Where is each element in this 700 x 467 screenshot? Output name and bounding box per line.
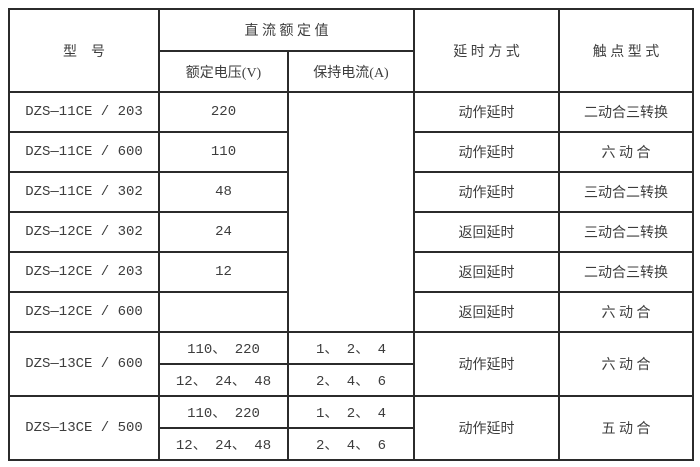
current-cell: 1、 2、 4 (287, 331, 415, 365)
header-row-2: 额定电压(V) 保持电流(A) (9, 50, 693, 93)
current-cell: 1、 2、 4 (287, 395, 415, 429)
contact-cell: 六 动 合 (558, 331, 694, 397)
header-contact-cell: 触 点 型 式 (558, 8, 694, 93)
contact-cell: 六 动 合 (558, 291, 694, 333)
contact-cell: 五 动 合 (558, 395, 694, 461)
table-row: DZS—12CE / 302 24 返回延时 三动合二转换 (8, 211, 694, 253)
table-row: DZS—13CE / 500 110、 220 1、 2、 4 动作延时 五 动… (8, 395, 694, 461)
voltage-cell: 48 (158, 171, 289, 213)
table-row: DZS—11CE / 302 48 动作延时 三动合二转换 (8, 171, 694, 213)
contact-cell: 二动合三转换 (558, 251, 694, 293)
delay-cell: 动作延时 (413, 91, 560, 133)
delay-cell: 返回延时 (413, 251, 560, 293)
voltage-cell: 110、 220 (158, 331, 289, 365)
header-dc-rated-cell: 直 流 额 定 值 (158, 8, 415, 52)
delay-cell: 返回延时 (413, 291, 560, 333)
current-cell: 2、 4、 6 (287, 363, 415, 397)
model-cell: DZS—11CE / 600 (8, 131, 160, 173)
delay-cell: 动作延时 (413, 395, 560, 461)
table-row: DZS—12CE / 203 12 返回延时 二动合三转换 (8, 251, 694, 293)
header-current-cell: 保持电流(A) (287, 50, 415, 93)
table-subrow: 12、 24、 48 2、 4、 6 (9, 363, 693, 397)
delay-cell: 动作延时 (413, 331, 560, 397)
header-voltage-cell: 额定电压(V) (158, 50, 289, 93)
model-cell: DZS—11CE / 203 (8, 91, 160, 133)
contact-cell: 二动合三转换 (558, 91, 694, 133)
delay-cell: 动作延时 (413, 131, 560, 173)
delay-cell: 返回延时 (413, 211, 560, 253)
model-cell: DZS—11CE / 302 (8, 171, 160, 213)
current-merged-empty-cell (287, 91, 415, 333)
voltage-cell: 12、 24、 48 (158, 363, 289, 397)
spec-table: 型 号 直 流 额 定 值 延 时 方 式 触 点 型 式 额定电压(V) 保持… (8, 8, 694, 461)
voltage-cell: 220 (158, 91, 289, 133)
model-cell: DZS—13CE / 600 (8, 331, 160, 397)
header-delay-cell: 延 时 方 式 (413, 8, 560, 93)
table-row: DZS—11CE / 203 220 动作延时 二动合三转换 (8, 91, 694, 333)
voltage-cell: 110 (158, 131, 289, 173)
header-model-cell: 型 号 (8, 8, 160, 93)
voltage-cell: 12 (158, 251, 289, 293)
contact-cell: 三动合二转换 (558, 211, 694, 253)
contact-cell: 三动合二转换 (558, 171, 694, 213)
voltage-cell (158, 291, 289, 333)
table-row: DZS—12CE / 600 返回延时 六 动 合 (8, 291, 694, 333)
model-cell: DZS—12CE / 203 (8, 251, 160, 293)
contact-cell: 六 动 合 (558, 131, 694, 173)
model-cell: DZS—12CE / 302 (8, 211, 160, 253)
delay-cell: 动作延时 (413, 171, 560, 213)
table-row: DZS—13CE / 600 110、 220 1、 2、 4 动作延时 六 动… (8, 331, 694, 397)
voltage-cell: 24 (158, 211, 289, 253)
table-row: DZS—11CE / 600 110 动作延时 六 动 合 (8, 131, 694, 173)
table-subrow: 12、 24、 48 2、 4、 6 (9, 427, 693, 461)
header-row-1: 型 号 直 流 额 定 值 延 时 方 式 触 点 型 式 (8, 8, 694, 93)
voltage-cell: 12、 24、 48 (158, 427, 289, 461)
voltage-cell: 110、 220 (158, 395, 289, 429)
current-cell: 2、 4、 6 (287, 427, 415, 461)
model-cell: DZS—12CE / 600 (8, 291, 160, 333)
model-cell: DZS—13CE / 500 (8, 395, 160, 461)
